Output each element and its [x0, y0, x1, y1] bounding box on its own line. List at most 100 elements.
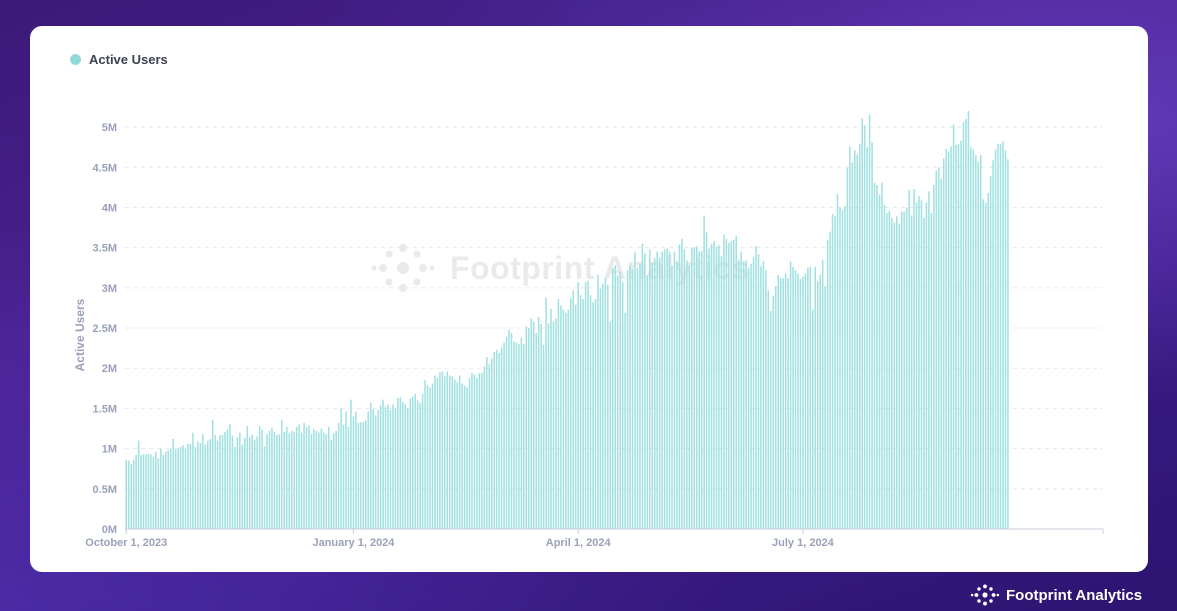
bar[interactable] [160, 448, 162, 529]
bar[interactable] [471, 373, 473, 529]
bar[interactable] [903, 211, 905, 529]
bar[interactable] [856, 154, 859, 529]
bar[interactable] [293, 431, 295, 529]
bar[interactable] [923, 217, 925, 529]
bar[interactable] [288, 433, 290, 529]
bar[interactable] [651, 262, 654, 529]
bar[interactable] [426, 385, 429, 529]
bar[interactable] [458, 375, 461, 529]
bar[interactable] [253, 439, 256, 529]
bar[interactable] [656, 251, 658, 529]
bar[interactable] [419, 402, 421, 529]
bar[interactable] [493, 352, 495, 529]
bar[interactable] [226, 429, 229, 529]
bar[interactable] [950, 146, 952, 529]
bar[interactable] [797, 273, 799, 529]
bar[interactable] [187, 443, 189, 529]
bar[interactable] [330, 439, 332, 529]
bar[interactable] [572, 290, 575, 529]
bar[interactable] [915, 202, 918, 530]
bar[interactable] [451, 376, 453, 529]
bar[interactable] [896, 216, 898, 529]
bar[interactable] [846, 168, 849, 530]
bar[interactable] [407, 408, 409, 529]
bar[interactable] [498, 352, 500, 529]
bar[interactable] [174, 449, 177, 529]
bar[interactable] [429, 387, 431, 529]
bar[interactable] [520, 337, 523, 529]
bar[interactable] [730, 241, 733, 529]
bar[interactable] [142, 454, 145, 529]
bar[interactable] [715, 246, 718, 529]
bar[interactable] [854, 150, 856, 530]
bar[interactable] [649, 249, 651, 530]
bar[interactable] [414, 393, 416, 529]
bar[interactable] [157, 458, 160, 529]
bar[interactable] [997, 143, 999, 529]
bar[interactable] [313, 429, 315, 529]
bar[interactable] [812, 309, 814, 529]
bar[interactable] [389, 410, 392, 529]
bar[interactable] [770, 311, 772, 529]
bar[interactable] [266, 434, 268, 529]
bar[interactable] [323, 432, 325, 529]
bar[interactable] [755, 246, 757, 529]
bar[interactable] [713, 241, 715, 529]
bar[interactable] [720, 255, 723, 529]
bar[interactable] [560, 305, 562, 529]
bar[interactable] [251, 434, 253, 529]
bar[interactable] [957, 143, 960, 529]
bar[interactable] [809, 266, 812, 529]
bar[interactable] [490, 358, 493, 529]
bar[interactable] [332, 433, 335, 529]
bar[interactable] [545, 297, 547, 529]
bar[interactable] [940, 178, 942, 530]
bar[interactable] [340, 408, 342, 529]
bar[interactable] [318, 432, 320, 529]
bar[interactable] [350, 399, 352, 529]
bar[interactable] [641, 243, 644, 529]
bar[interactable] [700, 250, 703, 529]
bar[interactable] [379, 405, 382, 529]
bar[interactable] [127, 460, 130, 529]
bar[interactable] [547, 323, 550, 529]
bar[interactable] [952, 124, 955, 529]
bar[interactable] [947, 151, 950, 529]
bar[interactable] [891, 217, 893, 529]
bar[interactable] [557, 299, 560, 529]
bar[interactable] [537, 316, 540, 529]
bar[interactable] [760, 266, 762, 529]
bar[interactable] [567, 309, 570, 529]
bar[interactable] [977, 161, 980, 529]
bar[interactable] [1007, 159, 1009, 529]
bar[interactable] [377, 410, 379, 529]
bar[interactable] [703, 215, 705, 529]
bar[interactable] [219, 434, 221, 529]
bar[interactable] [367, 411, 370, 529]
bar[interactable] [382, 399, 384, 529]
bar[interactable] [584, 282, 587, 529]
bar[interactable] [908, 189, 910, 529]
bar[interactable] [999, 143, 1002, 529]
bar[interactable] [686, 260, 688, 529]
bar[interactable] [411, 397, 414, 529]
bar[interactable] [473, 374, 476, 529]
bar[interactable] [604, 278, 607, 529]
bar[interactable] [787, 278, 789, 529]
bar[interactable] [216, 440, 219, 529]
bar[interactable] [698, 251, 700, 529]
bar[interactable] [984, 202, 987, 530]
bar[interactable] [434, 375, 436, 529]
bar[interactable] [747, 267, 750, 529]
bar[interactable] [577, 282, 579, 529]
bar[interactable] [982, 199, 984, 529]
bar[interactable] [814, 266, 817, 529]
bar[interactable] [888, 210, 891, 529]
bar[interactable] [500, 347, 503, 529]
bar[interactable] [725, 238, 728, 529]
bar[interactable] [587, 280, 589, 529]
bar[interactable] [693, 247, 696, 529]
bar[interactable] [167, 450, 169, 529]
bar[interactable] [276, 434, 278, 529]
bar[interactable] [374, 415, 377, 529]
